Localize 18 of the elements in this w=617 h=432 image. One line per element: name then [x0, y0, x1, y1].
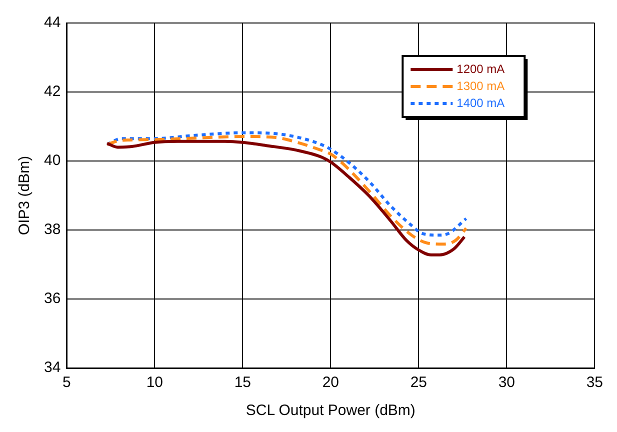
legend-label: 1300 mA — [456, 78, 505, 93]
legend-label: 1200 mA — [456, 62, 505, 76]
legend-label: 1400 mA — [456, 96, 505, 110]
y-tick-label: 38 — [44, 221, 61, 238]
x-tick-label: 15 — [234, 374, 252, 392]
x-tick-label: 10 — [146, 374, 164, 392]
x-tick-label: 20 — [322, 374, 340, 392]
x-tick-label: 25 — [410, 374, 428, 392]
y-axis-title: OIP3 (dBm) — [16, 156, 34, 236]
y-tick-label: 40 — [44, 152, 61, 170]
x-tick-label: 35 — [586, 374, 603, 392]
y-tick-label: 42 — [44, 83, 61, 100]
y-tick-label: 36 — [44, 290, 61, 308]
x-axis-title: SCL Output Power (dBm) — [246, 402, 416, 420]
y-tick-label: 44 — [44, 14, 61, 32]
x-tick-label: 30 — [498, 374, 516, 392]
x-tick-label: 5 — [62, 374, 71, 392]
y-tick-label: 34 — [44, 359, 61, 376]
